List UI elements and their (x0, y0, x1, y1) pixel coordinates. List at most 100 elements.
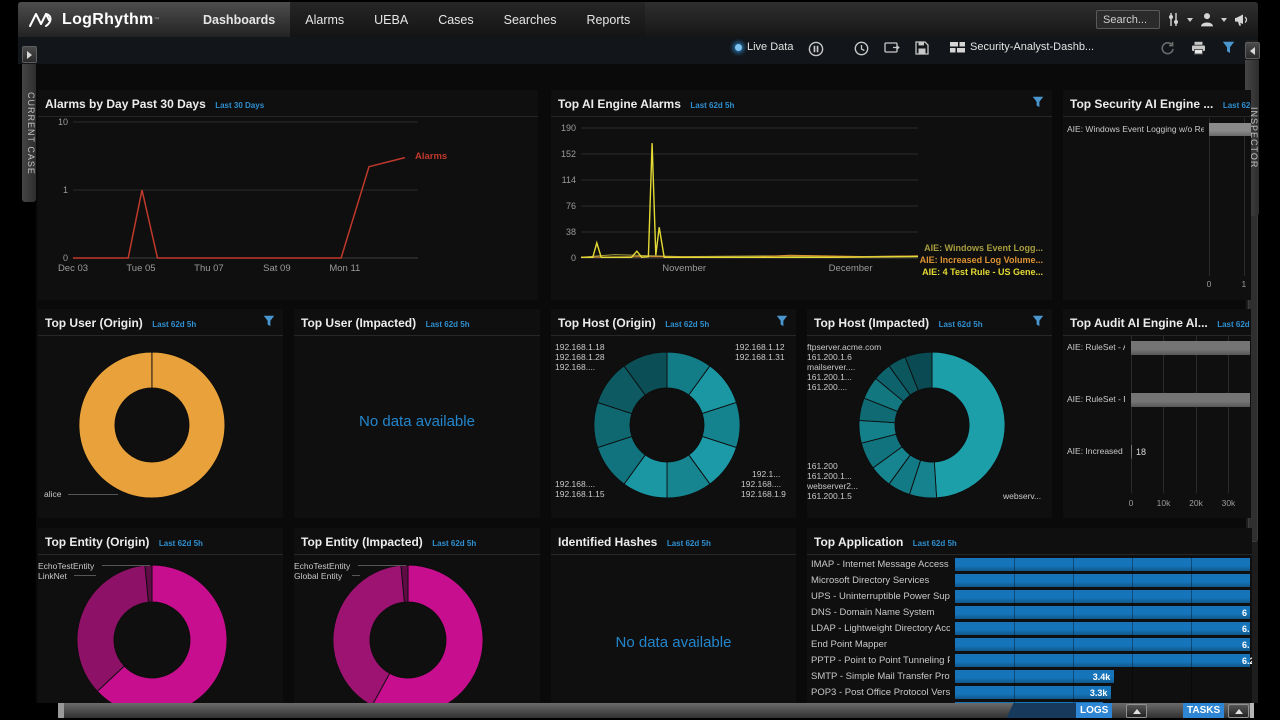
donut-slice[interactable] (931, 351, 1006, 499)
top-application-bar-chart[interactable]: IMAP - Internet Message Access Pr... Micr… (807, 528, 1252, 703)
top-host-impacted-donut-chart[interactable]: ftpserver.acme.com 161.200.1.6 mailserver.… (807, 309, 1052, 518)
panel-header[interactable]: Top Entity (Impacted) Last 62d 5h (294, 528, 540, 555)
pause-icon[interactable] (808, 41, 824, 57)
filter-sliders-icon[interactable] (1167, 12, 1180, 27)
panel-header[interactable]: Identified Hashes Last 62d 5h (551, 528, 796, 555)
current-case-tab[interactable]: CURRENT CASE (22, 64, 36, 202)
top-entity-origin-donut-chart[interactable]: EchoTestEntity LinkNet (38, 528, 283, 703)
top-user-origin-donut-chart[interactable]: alice (38, 309, 283, 518)
tab-cases[interactable]: Cases (423, 2, 489, 37)
caret-down-icon[interactable] (1221, 17, 1227, 22)
bar[interactable] (955, 702, 1103, 703)
bar[interactable] (955, 670, 1115, 683)
line-chart-svg: 0 38 76 114 152 190 November December (561, 123, 919, 274)
bar[interactable] (955, 574, 1250, 587)
donut-label: mailserver.... (807, 362, 856, 372)
bar-row-label: LDAP - Lightweight Directory Acce... (811, 623, 950, 634)
bar[interactable] (1131, 341, 1250, 355)
filter-funnel-icon[interactable] (263, 315, 275, 327)
bar[interactable] (955, 590, 1250, 603)
clock-icon[interactable] (854, 41, 869, 56)
panel-header[interactable]: Top Host (Origin) Last 62d 5h (551, 309, 796, 336)
filter-funnel-icon[interactable] (1222, 41, 1235, 54)
bar[interactable] (955, 686, 1112, 699)
announcements-icon[interactable] (1234, 13, 1250, 27)
bar[interactable] (955, 654, 1250, 667)
donut-label: 192.1... (752, 469, 781, 479)
user-icon[interactable] (1200, 12, 1214, 27)
bar[interactable] (1131, 393, 1250, 407)
tasks-tab[interactable]: TASKS (1183, 703, 1225, 718)
legend-item[interactable]: AIE: Increased Log Volume... (919, 255, 1043, 265)
tab-reports[interactable]: Reports (571, 2, 646, 37)
panel-header[interactable]: Top User (Impacted) Last 62d 5h (294, 309, 540, 336)
donut-chart-svg[interactable] (587, 345, 747, 505)
bar[interactable] (955, 622, 1250, 635)
tab-searches[interactable]: Searches (488, 2, 572, 37)
alarms-by-day-line-chart[interactable]: 10 1 0 Dec 03 Tue 05 Thu 07 Sat 09 Mon 11 Alarms (38, 90, 538, 300)
filter-funnel-icon[interactable] (1032, 315, 1044, 327)
inspector-expand-button[interactable] (1245, 42, 1260, 59)
panel-header[interactable]: Top Application Last 62d 5h (807, 528, 1252, 555)
donut-label: 192.168.... (555, 362, 596, 372)
logs-expand-button[interactable] (1126, 704, 1147, 718)
filter-funnel-icon[interactable] (1032, 96, 1044, 108)
donut-label: 161.200.1.6 (807, 352, 852, 362)
panel-top-user-impacted: Top User (Impacted) Last 62d 5h No data … (294, 309, 540, 518)
tab-alarms[interactable]: Alarms (290, 2, 360, 37)
panel-header[interactable]: Top AI Engine Alarms Last 62d 5h (551, 90, 1052, 117)
donut-slice[interactable] (623, 351, 668, 396)
legend-item[interactable]: AIE: 4 Test Rule - US Gene... (922, 267, 1043, 277)
print-icon[interactable] (1191, 41, 1206, 55)
bar[interactable] (955, 558, 1250, 571)
donut-slice[interactable] (372, 564, 484, 703)
legend-item[interactable]: AIE: Windows Event Logg... (924, 243, 1043, 253)
panel-header[interactable]: Top Security AI Engine ... Last 62d 5h (1063, 90, 1251, 117)
donut-chart-svg[interactable] (852, 345, 1012, 505)
bar[interactable] (1209, 123, 1251, 136)
tab-ueba[interactable]: UEBA (359, 2, 424, 37)
top-entity-impacted-donut-chart[interactable]: EchoTestEntity Global Entity (294, 528, 540, 703)
donut-label: 192.168.1.15 (555, 489, 605, 499)
filter-funnel-icon[interactable] (776, 315, 788, 327)
donut-slice[interactable] (96, 564, 228, 703)
search-input[interactable] (1096, 10, 1160, 29)
top-host-origin-donut-chart[interactable]: 192.168.1.18 192.168.1.28 192.168.... 192.1… (551, 309, 796, 518)
bottom-status-bar: LOGS TASKS (58, 703, 1254, 718)
top-security-ai-bar-chart[interactable]: AIE: Windows Event Logging w/o Res... 0 1 (1063, 90, 1251, 300)
panel-header[interactable]: Top User (Origin) Last 62d 5h (38, 309, 283, 336)
svg-text:190: 190 (561, 123, 576, 133)
panel-subtitle: Last 62d 5h (666, 539, 711, 548)
donut-slice[interactable] (332, 564, 405, 703)
panel-header[interactable]: Top Audit AI Engine Al... Last 62d 5h (1063, 309, 1251, 336)
save-icon[interactable] (915, 41, 930, 55)
logs-tab[interactable]: LOGS (1076, 703, 1113, 718)
caret-down-icon[interactable] (1187, 17, 1193, 22)
donut-chart-svg[interactable] (70, 558, 234, 703)
donut-label: 161.200 (807, 461, 838, 471)
live-data-toggle[interactable]: Live Data (735, 41, 793, 53)
gridline (1131, 335, 1132, 493)
donut-chart-svg[interactable] (72, 345, 232, 505)
tab-dashboards[interactable]: Dashboards (188, 2, 291, 37)
refresh-icon[interactable] (1160, 41, 1175, 56)
bar[interactable] (1131, 445, 1132, 459)
panel-header[interactable]: Alarms by Day Past 30 Days Last 30 Days (38, 90, 538, 117)
donut-chart-svg[interactable] (326, 558, 490, 703)
logrhythm-logo[interactable]: LogRhythm ™ (18, 2, 188, 37)
donut-slice[interactable] (76, 564, 149, 692)
logo-text: LogRhythm (62, 10, 154, 28)
panel-header[interactable]: Top Host (Impacted) Last 62d 5h (807, 309, 1052, 336)
top-ai-engine-line-chart[interactable]: 0 38 76 114 152 190 November December AIE: Windo… (551, 90, 1052, 300)
top-audit-ai-bar-chart[interactable]: AIE: RuleSet - A AIE: RuleSet - B AIE: Inc… (1063, 309, 1251, 518)
present-icon[interactable] (884, 41, 900, 55)
donut-slice[interactable] (904, 351, 933, 392)
panel-header[interactable]: Top Entity (Origin) Last 62d 5h (38, 528, 283, 555)
dashboard-selector[interactable]: Security-Analyst-Dashb... (950, 41, 1094, 53)
top-navigation-bar: LogRhythm ™ Dashboards Alarms UEBA Cases… (18, 2, 1258, 37)
bar[interactable] (955, 638, 1250, 651)
current-case-expand-button[interactable] (22, 46, 37, 63)
bar[interactable] (955, 606, 1250, 619)
tasks-expand-button[interactable] (1228, 704, 1249, 718)
donut-slice[interactable] (78, 351, 226, 499)
